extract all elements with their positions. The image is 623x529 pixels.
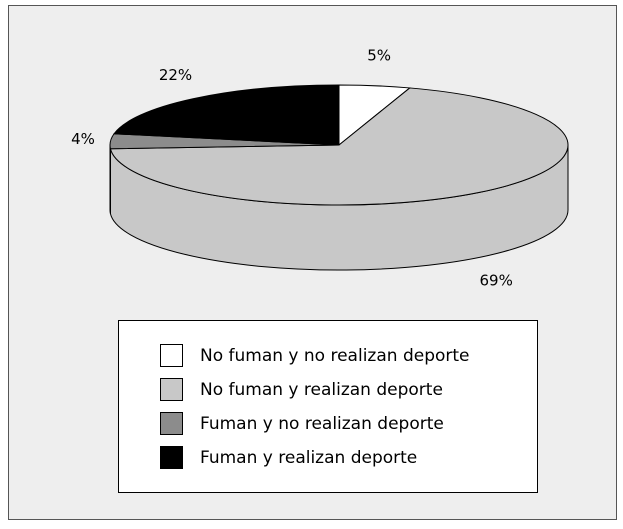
data-label: 4% — [71, 130, 95, 148]
legend-swatch — [161, 345, 183, 367]
legend-label: Fuman y no realizan deporte — [200, 414, 444, 434]
legend-label: No fuman y realizan deporte — [200, 380, 443, 400]
legend-swatch — [161, 379, 183, 401]
data-label: 5% — [367, 47, 391, 65]
legend-swatch — [161, 413, 183, 435]
data-label: 69% — [480, 272, 513, 290]
data-label: 22% — [159, 66, 192, 84]
legend-swatch — [161, 447, 183, 469]
legend-label: Fuman y realizan deporte — [200, 448, 417, 468]
legend-label: No fuman y no realizan deporte — [200, 346, 470, 366]
